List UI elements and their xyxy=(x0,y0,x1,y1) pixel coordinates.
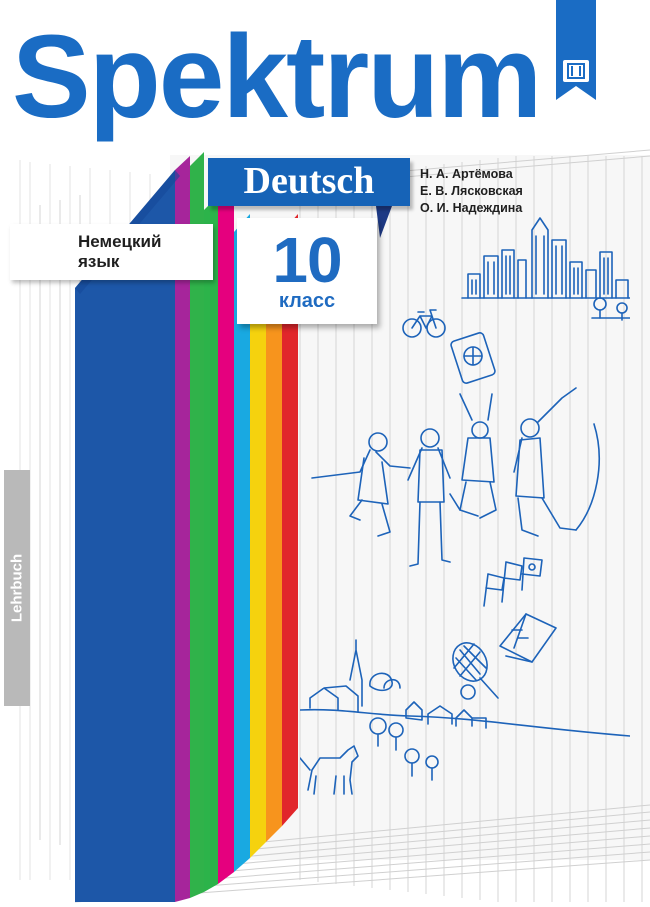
authors-list: Н. А. Артёмова Е. В. Лясковская О. И. На… xyxy=(420,166,523,217)
publisher-logo-icon xyxy=(556,0,596,100)
color-stripes xyxy=(75,152,298,902)
village-icon xyxy=(300,639,630,781)
book-icon xyxy=(499,613,557,663)
tennis-icon xyxy=(452,642,499,700)
jumping-people-icon xyxy=(311,387,600,567)
grade-badge: 10 класс xyxy=(237,218,377,324)
grade-word: класс xyxy=(278,290,336,312)
side-label-text: Lehrbuch xyxy=(8,553,26,623)
author-2: Е. В. Лясковская xyxy=(420,184,523,198)
deutsch-tab-shadow xyxy=(376,206,392,238)
series-label: Deutsch xyxy=(208,158,410,206)
author-3: О. И. Надеждина xyxy=(420,201,523,215)
subject-line-2: язык xyxy=(78,252,120,271)
flags-icon xyxy=(483,557,543,607)
subject-line-1: Немецкий xyxy=(78,232,162,251)
book-title: Spektrum xyxy=(12,11,542,143)
grade-number: 10 xyxy=(272,224,342,296)
city-skyline-icon xyxy=(461,217,630,321)
line-art-illustration xyxy=(300,217,630,795)
subject-label: Немецкий язык xyxy=(10,224,213,280)
side-label-tab: Lehrbuch xyxy=(4,470,30,706)
phone-globe-icon xyxy=(450,332,496,384)
author-1: Н. А. Артёмова xyxy=(420,167,513,181)
bicycle-icon xyxy=(402,309,446,338)
dog-icon xyxy=(300,745,359,795)
